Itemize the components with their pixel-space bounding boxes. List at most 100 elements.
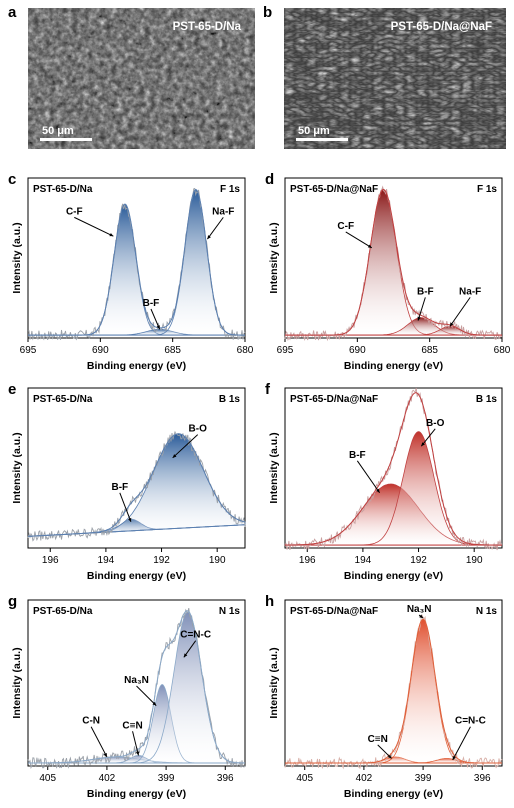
sem-image-b: PST-65-D/Na@NaF 50 μm — [284, 8, 506, 149]
annotation-arrow — [119, 492, 132, 522]
annotation-arrowhead — [449, 322, 454, 327]
raw-data-line — [284, 614, 503, 770]
annotation-arrowhead — [452, 755, 456, 760]
annotation-arrow — [356, 460, 380, 494]
annotation-arrow — [206, 217, 224, 240]
panel-letter-e: e — [8, 381, 16, 398]
xps-chart-g: g 405 402 399 396 Binding energy (eV) Intensit… — [8, 593, 246, 800]
panel-letter-c: c — [8, 171, 16, 188]
panel-letter-a: a — [8, 4, 17, 21]
xps-chart-h: h 405 402 399 396 Binding energy (eV) Intensit… — [265, 593, 503, 800]
peak-annotation: C≡N — [368, 734, 388, 745]
peak-annotation: C-F — [66, 206, 83, 217]
element-label: N 1s — [476, 606, 498, 617]
x-tick-label: 194 — [355, 555, 372, 566]
peak-annotation: C=N-C — [455, 716, 486, 727]
x-tick-label: 685 — [164, 345, 181, 356]
element-label: B 1s — [219, 394, 241, 405]
x-tick-label: 680 — [494, 345, 511, 356]
peak-C=N-C — [28, 611, 246, 764]
annotation-arrowhead — [128, 517, 132, 522]
annotation-arrow — [420, 428, 436, 447]
annotation-arrowhead — [387, 754, 392, 759]
plot-frame — [27, 177, 246, 339]
scale-bar-a — [40, 138, 92, 141]
annotation-arrow — [132, 731, 139, 756]
sem-image-a: PST-65-D/Na 50 μm — [28, 8, 255, 149]
x-tick-label: 399 — [158, 773, 175, 784]
peak-annotation: C≡N — [122, 720, 142, 731]
peak-annotation: B-O — [426, 418, 445, 429]
x-tick-label: 405 — [39, 773, 56, 784]
x-tick-label: 190 — [209, 555, 226, 566]
envelope-fit-line — [28, 188, 245, 336]
annotation-arrowhead — [135, 751, 140, 756]
peak-annotation: C-N — [82, 716, 100, 727]
annotation-arrowhead — [103, 752, 107, 757]
y-axis-label: Intensity (a.u.) — [11, 647, 23, 718]
x-tick-label: 192 — [153, 555, 170, 566]
annotation-arrowhead — [376, 488, 380, 493]
x-tick-label: 690 — [92, 345, 109, 356]
annotation-arrow — [172, 434, 199, 459]
envelope-fit-line — [285, 188, 502, 336]
x-tick-label: 690 — [349, 345, 366, 356]
annotation-arrowhead — [152, 701, 157, 706]
x-tick-label: 396 — [474, 773, 491, 784]
annotation-arrowhead — [417, 316, 421, 321]
x-axis-label: Binding energy (eV) — [87, 360, 186, 372]
envelope-fit-line — [28, 610, 246, 764]
x-axis-label: Binding energy (eV) — [344, 360, 443, 372]
annotation-arrowhead — [183, 653, 188, 658]
x-axis-label: Binding energy (eV) — [87, 570, 186, 582]
sample-label: PST-65-D/Na — [33, 394, 93, 405]
xps-chart-c: c 695 690 685 680 Binding energy (eV) Intensit… — [8, 171, 254, 372]
scale-text-a: 50 μm — [42, 125, 74, 137]
xps-chart-e: e 196 194 192 190 Binding energy (eV) Intensit… — [8, 381, 246, 582]
peak-annotation: B-F — [417, 286, 434, 297]
annotation-arrowhead — [156, 325, 160, 330]
y-axis-label: Intensity (a.u.) — [11, 432, 23, 503]
xps-chart-f: f 196 194 192 190 Binding energy (eV) Intensit… — [265, 381, 503, 582]
sem-texture-a — [28, 8, 255, 149]
x-tick-label: 695 — [20, 345, 37, 356]
annotation-arrow — [452, 726, 471, 761]
x-tick-label: 192 — [410, 555, 427, 566]
y-axis-label: Intensity (a.u.) — [268, 647, 280, 718]
annotation-arrow — [136, 685, 157, 706]
sample-label: PST-65-D/Na@NaF — [290, 394, 378, 405]
xps-chart-d: d 695 690 685 680 Binding energy (eV) Intensit… — [265, 171, 511, 372]
x-tick-label: 402 — [356, 773, 373, 784]
x-tick-label: 680 — [237, 345, 254, 356]
sample-label: PST-65-D/Na@NaF — [290, 606, 378, 617]
envelope-fit-line — [285, 392, 502, 546]
annotation-arrow — [150, 308, 161, 330]
sample-label: PST-65-D/Na@NaF — [290, 184, 378, 195]
plot-frame — [284, 387, 503, 549]
x-tick-label: 695 — [277, 345, 294, 356]
annotation-arrow — [417, 297, 426, 321]
element-label: F 1s — [477, 184, 497, 195]
annotation-arrowhead — [172, 454, 177, 458]
peak-annotation: B-O — [189, 424, 208, 435]
sem-label-a: PST-65-D/Na — [172, 21, 241, 33]
x-tick-label: 405 — [296, 773, 313, 784]
panel-letter-d: d — [265, 171, 274, 188]
peak-annotation: C=N-C — [180, 630, 211, 641]
peak-annotation: Na-F — [212, 206, 234, 217]
annotation-arrowhead — [419, 614, 424, 619]
element-label: B 1s — [476, 394, 498, 405]
peak-annotation: B-F — [349, 450, 366, 461]
element-label: F 1s — [220, 184, 240, 195]
x-axis-label: Binding energy (eV) — [344, 788, 443, 800]
annotation-arrow — [449, 297, 471, 327]
annotation-arrowhead — [207, 235, 211, 240]
y-axis-label: Intensity (a.u.) — [268, 432, 280, 503]
peak-annotation: B-F — [111, 482, 128, 493]
x-tick-label: 685 — [421, 345, 438, 356]
peak-annotation: C-F — [337, 221, 354, 232]
x-axis-label: Binding energy (eV) — [87, 788, 186, 800]
x-tick-label: 194 — [98, 555, 115, 566]
peak-annotation: Na₃N — [124, 675, 149, 686]
annotation-arrow — [90, 726, 108, 758]
